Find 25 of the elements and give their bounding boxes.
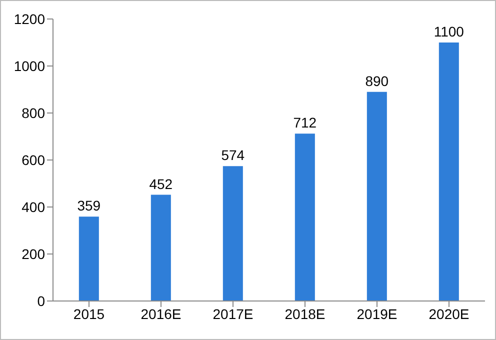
y-tick-label: 1000 (14, 58, 46, 74)
x-tick-label: 2016E (140, 306, 182, 322)
x-tick-label: 2015 (73, 306, 105, 322)
y-tick-label: 1200 (14, 10, 46, 27)
y-tick-label: 0 (37, 292, 46, 309)
x-tick-label: 2019E (356, 306, 398, 322)
bar (222, 166, 243, 301)
x-tick-label: 2020E (428, 306, 470, 322)
y-tick-label: 800 (22, 104, 46, 121)
bar (150, 194, 171, 301)
data-label: 359 (77, 198, 101, 214)
data-label: 1100 (434, 24, 464, 40)
data-label: 890 (365, 72, 389, 89)
data-label: 712 (293, 114, 317, 131)
x-tick-label: 2017E (212, 306, 254, 322)
x-tick-label: 2018E (284, 306, 326, 322)
bar (78, 216, 99, 301)
y-tick-label: 200 (22, 246, 46, 262)
data-label: 574 (221, 147, 245, 164)
data-label: 452 (149, 176, 173, 192)
bar (366, 92, 387, 301)
y-tick-label: 600 (22, 152, 46, 168)
y-tick-label: 400 (22, 198, 46, 215)
bar (294, 134, 315, 301)
bar (438, 42, 459, 301)
